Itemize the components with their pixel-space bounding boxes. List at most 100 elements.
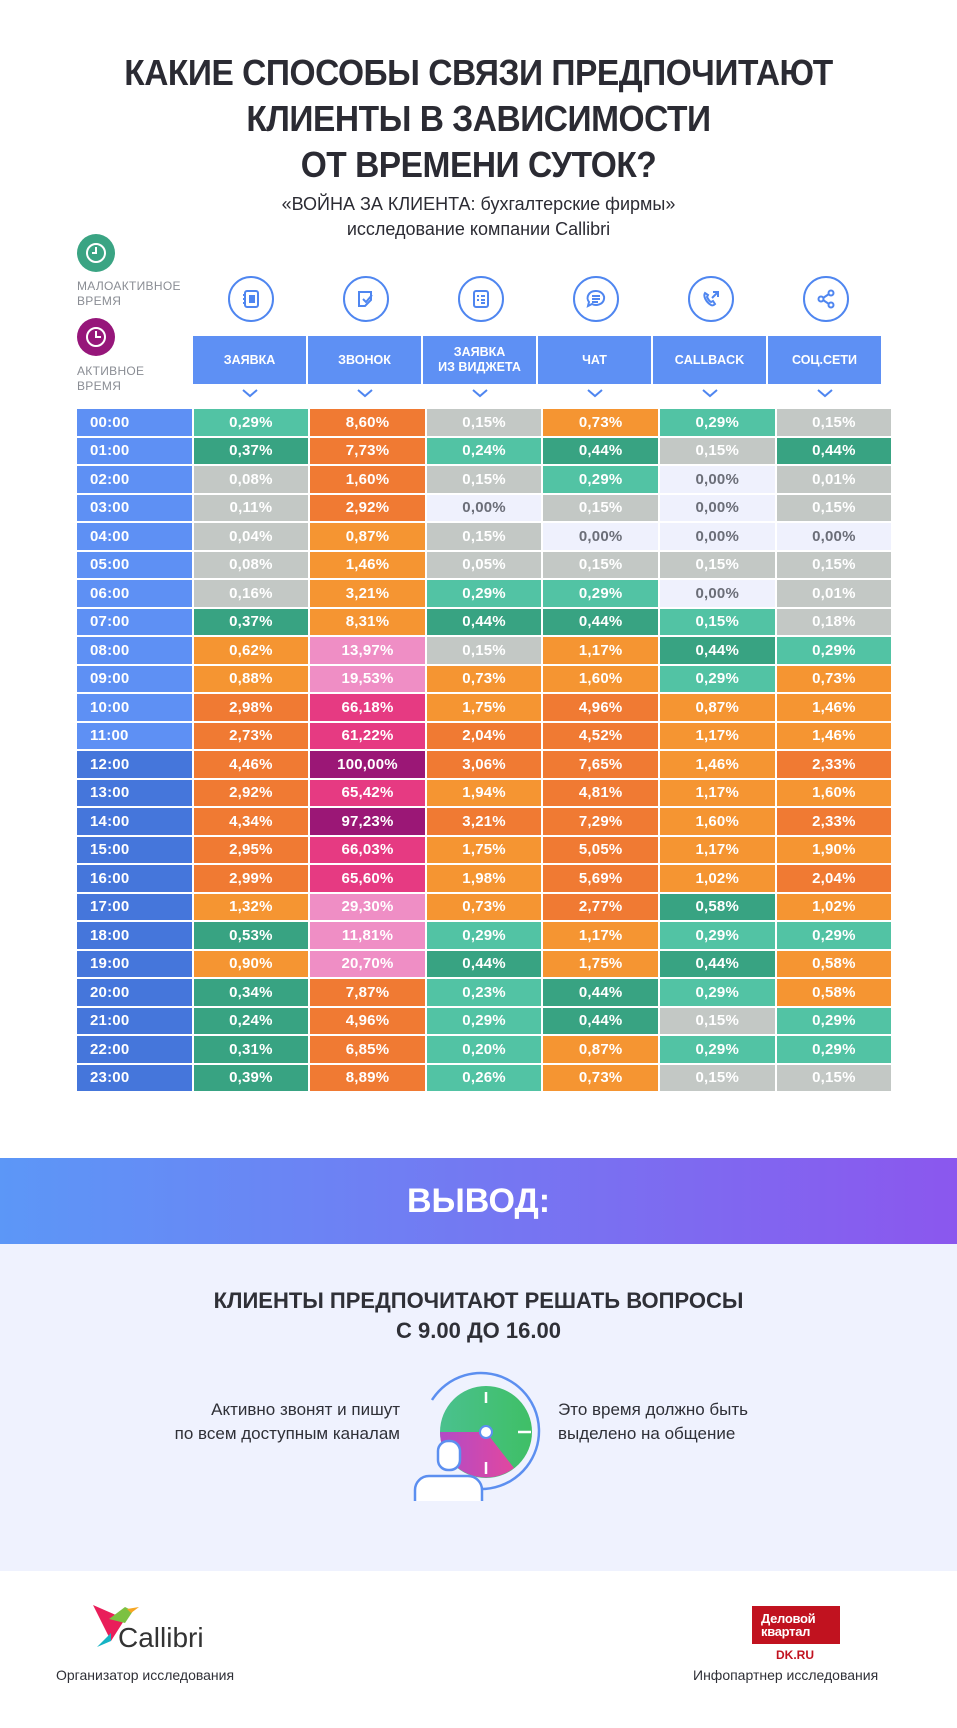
value-cell: 0,05% xyxy=(426,551,542,578)
value-cell: 0,15% xyxy=(659,1007,775,1034)
value-cell: 1,46% xyxy=(659,751,775,778)
value-cell: 0,24% xyxy=(193,1007,309,1034)
time-cell: 22:00 xyxy=(77,1036,192,1063)
column-header-widget: ЗАЯВКА ИЗ ВИДЖЕТА xyxy=(423,336,536,384)
value-cell: 0,15% xyxy=(659,1064,775,1091)
value-cell: 0,00% xyxy=(659,523,775,550)
table-row: 03:00 0,11% 2,92% 0,00% 0,15% 0,00% 0,15% xyxy=(77,494,893,524)
title-line: КЛИЕНТЫ В ЗАВИСИМОСТИ xyxy=(246,98,711,139)
subtitle: «ВОЙНА ЗА КЛИЕНТА: бухгалтерские фирмы» … xyxy=(0,192,957,242)
dk-logo-line: Деловой xyxy=(761,1611,816,1626)
value-cell: 2,92% xyxy=(193,779,309,806)
value-cell: 4,34% xyxy=(193,808,309,835)
widget-list-icon xyxy=(458,276,504,322)
value-cell: 0,58% xyxy=(776,950,892,977)
time-cell: 23:00 xyxy=(77,1064,192,1091)
value-cell: 2,04% xyxy=(776,865,892,892)
value-cell: 1,46% xyxy=(776,722,892,749)
table-row: 12:00 4,46% 100,00% 3,06% 7,65% 1,46% 2,33% xyxy=(77,751,893,780)
value-cell: 0,44% xyxy=(659,950,775,977)
value-cell: 0,15% xyxy=(659,551,775,578)
value-cell: 7,29% xyxy=(543,808,658,835)
value-cell: 0,29% xyxy=(776,637,892,664)
value-cell: 0,15% xyxy=(543,494,658,521)
callibri-logo-text: Callibri xyxy=(118,1622,204,1653)
value-cell: 0,15% xyxy=(426,523,542,550)
value-cell: 97,23% xyxy=(310,808,425,835)
column-label: ЗАЯВКА ИЗ ВИДЖЕТА xyxy=(438,345,521,374)
value-cell: 0,24% xyxy=(426,437,542,464)
value-cell: 2,04% xyxy=(426,722,542,749)
value-cell: 4,81% xyxy=(543,779,658,806)
chevron-down-icon xyxy=(653,388,766,402)
value-cell: 0,44% xyxy=(426,608,542,635)
value-cell: 0,29% xyxy=(659,1036,775,1063)
value-cell: 0,15% xyxy=(776,494,892,521)
value-cell: 0,44% xyxy=(426,950,542,977)
column-header-zvonok: ЗВОНОК xyxy=(308,336,421,384)
value-cell: 8,60% xyxy=(310,409,425,436)
legend-label: АКТИВНОЕ xyxy=(77,364,145,378)
value-cell: 7,65% xyxy=(543,751,658,778)
value-cell: 0,73% xyxy=(776,665,892,692)
value-cell: 0,34% xyxy=(193,979,309,1006)
value-cell: 2,98% xyxy=(193,694,309,721)
dk-logo: Деловой квартал xyxy=(752,1606,840,1644)
value-cell: 1,60% xyxy=(776,779,892,806)
table-row: 07:00 0,37% 8,31% 0,44% 0,44% 0,15% 0,18% xyxy=(77,608,893,638)
table-row: 20:00 0,34% 7,87% 0,23% 0,44% 0,29% 0,58% xyxy=(77,979,893,1008)
value-cell: 0,00% xyxy=(659,466,775,493)
value-cell: 0,39% xyxy=(193,1064,309,1091)
value-cell: 0,29% xyxy=(426,580,542,607)
value-cell: 0,16% xyxy=(193,580,309,607)
time-cell: 11:00 xyxy=(77,722,192,749)
title-line: КАКИЕ СПОСОБЫ СВЯЗИ ПРЕДПОЧИТАЮТ xyxy=(124,52,833,93)
value-cell: 0,44% xyxy=(543,437,658,464)
value-cell: 0,44% xyxy=(543,608,658,635)
value-cell: 19,53% xyxy=(310,665,425,692)
value-cell: 4,96% xyxy=(543,694,658,721)
time-cell: 21:00 xyxy=(77,1007,192,1034)
value-cell: 1,90% xyxy=(776,836,892,863)
value-cell: 0,08% xyxy=(193,466,309,493)
table-row: 19:00 0,90% 20,70% 0,44% 1,75% 0,44% 0,58% xyxy=(77,950,893,980)
value-cell: 66,18% xyxy=(310,694,425,721)
value-cell: 0,29% xyxy=(543,580,658,607)
value-cell: 0,73% xyxy=(426,665,542,692)
value-cell: 0,87% xyxy=(659,694,775,721)
value-cell: 5,05% xyxy=(543,836,658,863)
time-cell: 00:00 xyxy=(77,409,192,436)
text-line: по всем доступным каналам xyxy=(174,1424,400,1443)
table-row: 21:00 0,24% 4,96% 0,29% 0,44% 0,15% 0,29% xyxy=(77,1007,893,1037)
time-cell: 09:00 xyxy=(77,665,192,692)
table-row: 11:00 2,73% 61,22% 2,04% 4,52% 1,17% 1,46% xyxy=(77,722,893,752)
conclusion-left-text: Активно звонят и пишут по всем доступным… xyxy=(175,1398,400,1446)
value-cell: 8,89% xyxy=(310,1064,425,1091)
table-row: 04:00 0,04% 0,87% 0,15% 0,00% 0,00% 0,00% xyxy=(77,523,893,552)
table-row: 17:00 1,32% 29,30% 0,73% 2,77% 0,58% 1,02% xyxy=(77,893,893,923)
legend-active: АКТИВНОЕ ВРЕМЯ xyxy=(77,364,144,394)
value-cell: 0,73% xyxy=(426,893,542,920)
table-row: 18:00 0,53% 11,81% 0,29% 1,17% 0,29% 0,29% xyxy=(77,922,893,951)
value-cell: 1,17% xyxy=(659,836,775,863)
value-cell: 1,75% xyxy=(543,950,658,977)
column-header-zayavka: ЗАЯВКА xyxy=(193,336,306,384)
value-cell: 0,29% xyxy=(659,979,775,1006)
value-cell: 1,46% xyxy=(310,551,425,578)
value-cell: 0,11% xyxy=(193,494,309,521)
time-cell: 12:00 xyxy=(77,751,192,778)
value-cell: 29,30% xyxy=(310,893,425,920)
table-row: 23:00 0,39% 8,89% 0,26% 0,73% 0,15% 0,15% xyxy=(77,1064,893,1094)
value-cell: 0,73% xyxy=(543,1064,658,1091)
time-cell: 01:00 xyxy=(77,437,192,464)
value-cell: 0,01% xyxy=(776,466,892,493)
value-cell: 2,95% xyxy=(193,836,309,863)
value-cell: 2,73% xyxy=(193,722,309,749)
time-cell: 20:00 xyxy=(77,979,192,1006)
value-cell: 0,15% xyxy=(659,437,775,464)
value-cell: 0,15% xyxy=(426,637,542,664)
value-cell: 0,29% xyxy=(543,466,658,493)
table-row: 15:00 2,95% 66,03% 1,75% 5,05% 1,17% 1,90% xyxy=(77,836,893,866)
time-cell: 06:00 xyxy=(77,580,192,607)
value-cell: 1,75% xyxy=(426,694,542,721)
